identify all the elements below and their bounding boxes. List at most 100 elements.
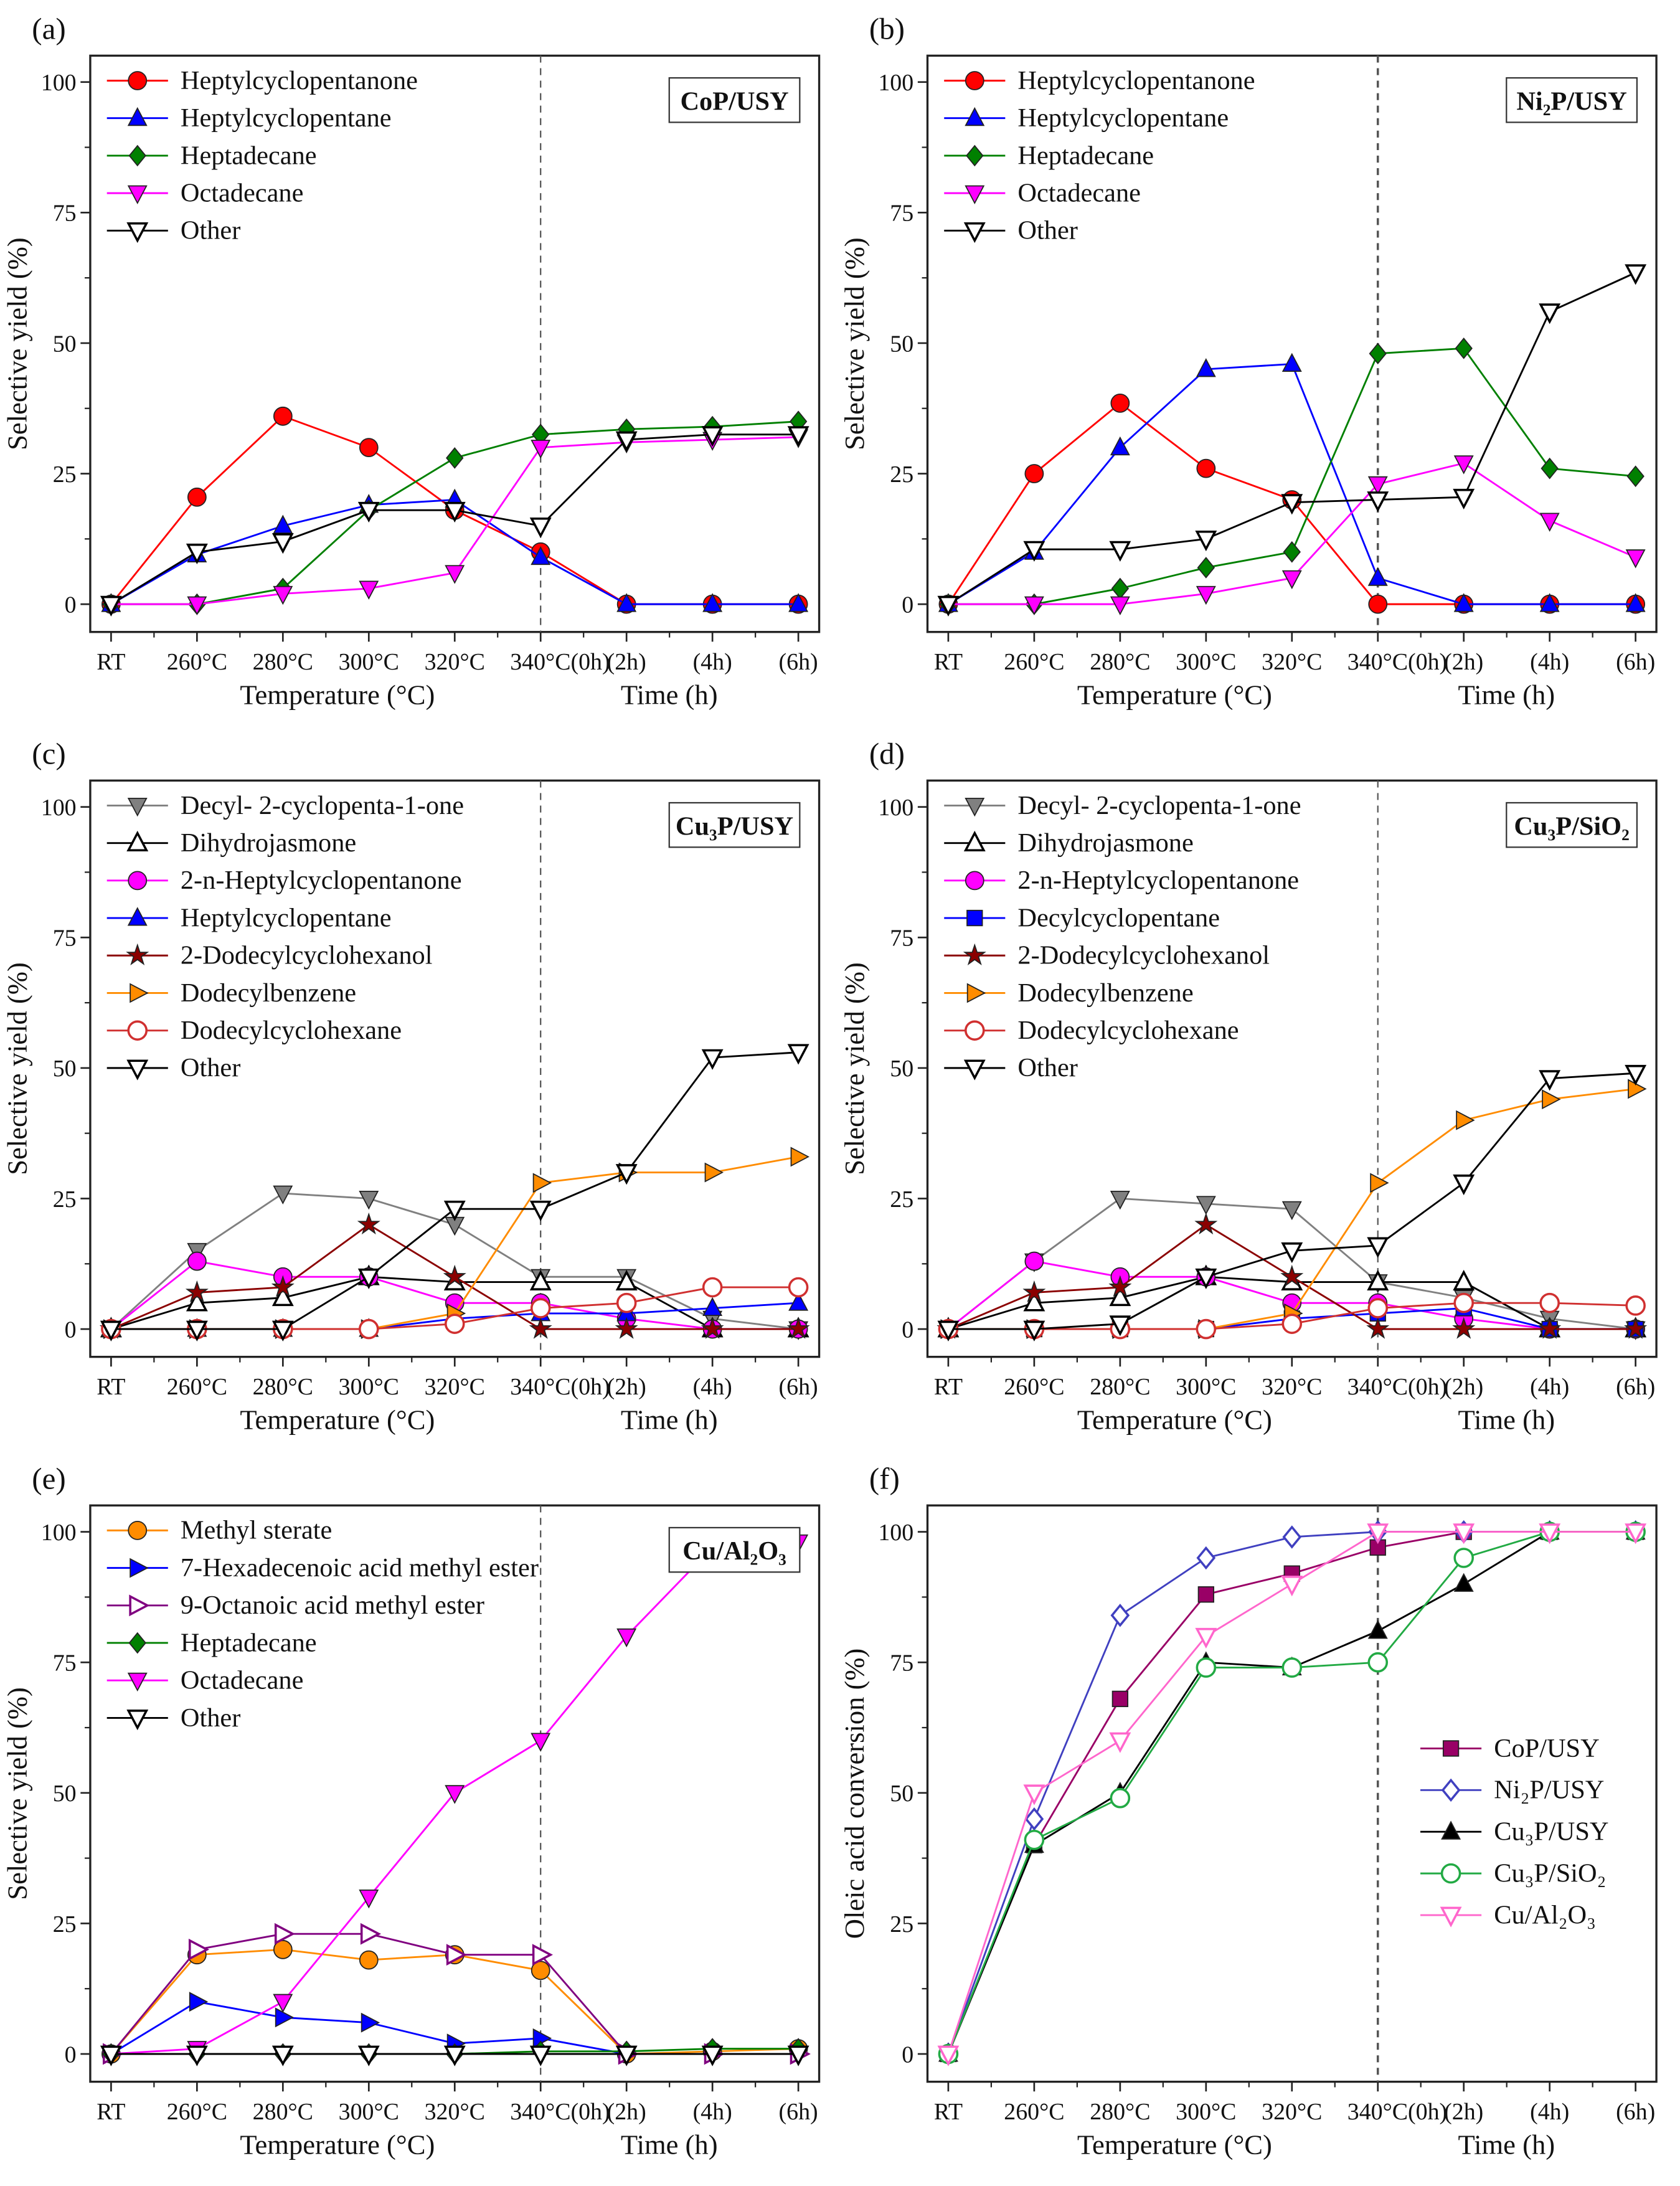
data-point — [357, 1212, 380, 1235]
data-point — [359, 1950, 379, 1970]
data-point — [100, 595, 122, 617]
data-point — [1538, 1317, 1562, 1339]
legend-label: Dodecylbenzene — [181, 978, 356, 1008]
x-tick-label: 280°C — [253, 1374, 313, 1400]
data-point — [615, 1164, 638, 1185]
data-point — [615, 2045, 638, 2066]
legend-marker — [128, 71, 148, 90]
data-point — [273, 514, 293, 534]
panel-f: (f) 0 25 50 75 100 RT 260°C 280°C 300°C 320°C 340°C… — [839, 1461, 1658, 2160]
data-point — [615, 1317, 638, 1339]
data-point — [529, 1200, 552, 1222]
data-point — [1542, 1089, 1561, 1110]
panel-c: (c) 0 25 50 75 100 RT 260°C 280°C 300°C 320°C 340°C… — [1, 737, 821, 1436]
data-point — [100, 2045, 122, 2066]
x-tick-label: (6h) — [779, 2099, 818, 2125]
x-tick-label: (6h) — [1616, 2099, 1655, 2125]
x-axis-label-temperature: Temperature (°C) — [240, 1404, 435, 1436]
data-point — [1456, 1110, 1475, 1130]
legend-label: Cu₃P/SiO₂ — [1494, 1858, 1606, 1888]
legend-marker — [1442, 1740, 1460, 1757]
x-tick-label: 300°C — [1176, 1374, 1236, 1400]
legend-marker — [965, 71, 984, 90]
x-tick-label: 300°C — [339, 1374, 399, 1400]
legend-marker — [127, 797, 148, 817]
legend-label: Heptylcyclopentane — [181, 103, 392, 133]
data-point — [443, 1200, 466, 1222]
data-point — [530, 1298, 551, 1318]
x-tick-label: (2h) — [607, 2099, 646, 2125]
legend-marker — [1441, 1820, 1461, 1840]
data-point — [1453, 488, 1475, 510]
legend-marker — [127, 106, 148, 126]
legend-marker — [963, 222, 986, 244]
series-octadecane — [938, 455, 1646, 615]
legend-label: Other — [1017, 1053, 1077, 1082]
data-point — [1453, 455, 1474, 475]
series-cu-p-sio- — [938, 1521, 1646, 2065]
data-point — [1283, 541, 1301, 563]
y-tick-label: 75 — [53, 925, 77, 952]
data-point — [1023, 1290, 1045, 1312]
legend-marker — [127, 1020, 148, 1041]
y-tick-label: 50 — [53, 331, 77, 357]
data-point — [615, 1269, 638, 1290]
y-axis-label: Oleic acid conversion (%) — [839, 1649, 870, 1939]
series-heptylcyclopentane — [938, 353, 1646, 612]
y-tick-label: 0 — [65, 1317, 77, 1343]
legend-label: Octadecane — [181, 178, 304, 207]
panel-label: (e) — [32, 1461, 65, 1495]
x-tick-label: (2h) — [1444, 1374, 1483, 1400]
data-point — [1453, 1269, 1475, 1290]
data-point — [445, 565, 465, 584]
y-tick-label: 100 — [878, 795, 913, 821]
legend-label: Heptylcyclopentane — [181, 903, 392, 932]
legend-label: Heptylcyclopentane — [1017, 103, 1229, 133]
x-axis-label-time: Time (h) — [1458, 2129, 1555, 2160]
y-tick-label: 25 — [53, 1186, 77, 1213]
data-point — [1196, 1196, 1216, 1215]
x-tick-label: 320°C — [1262, 649, 1322, 675]
data-point — [444, 1313, 465, 1334]
data-point — [1453, 1548, 1474, 1568]
x-tick-label: RT — [97, 2099, 125, 2125]
x-tick-label: 320°C — [425, 1374, 485, 1400]
data-point — [1281, 1576, 1303, 1597]
legend-label: Heptadecane — [181, 141, 317, 170]
legend-label: Decyl- 2-cyclopenta-1-one — [181, 791, 464, 820]
y-tick-label: 0 — [902, 2042, 913, 2068]
data-point — [1024, 1251, 1044, 1271]
panel-label: (f) — [869, 1461, 900, 1495]
data-point — [187, 596, 207, 615]
legend-marker — [127, 185, 148, 204]
data-point — [1197, 557, 1215, 579]
data-point — [446, 447, 464, 469]
legend-label: Decylcyclopentane — [1017, 903, 1220, 932]
data-point — [359, 438, 379, 457]
data-point — [271, 1320, 294, 1341]
legend-label: Heptylcyclopentanone — [181, 66, 418, 95]
data-point — [787, 2045, 809, 2066]
data-point — [790, 1147, 809, 1167]
data-point — [1626, 465, 1645, 488]
y-tick-label: 100 — [41, 795, 77, 821]
legend: CoP/USY Ni₂P/USY Cu₃P/USY Cu₃P/SiO₂ Cu/Al₂O₃ — [1420, 1734, 1608, 1929]
x-tick-label: (4h) — [693, 1374, 732, 1400]
legend-marker — [128, 144, 146, 167]
data-point — [1625, 1523, 1647, 1545]
legend: Decyl- 2-cyclopenta-1-one Dihydrojasmone 2… — [106, 791, 464, 1082]
x-tick-label: RT — [934, 1374, 963, 1400]
data-point — [787, 1044, 809, 1065]
legend-label: 7-Hexadecenoic acid methyl ester — [181, 1553, 539, 1583]
data-point — [1369, 343, 1387, 365]
data-point — [1628, 1079, 1647, 1099]
data-point — [1195, 1627, 1217, 1649]
legend: Decyl- 2-cyclopenta-1-one Dihydrojasmone 2… — [944, 791, 1301, 1082]
y-axis-label: Selective yield (%) — [839, 237, 870, 450]
data-point — [1195, 530, 1217, 552]
series-other — [937, 1064, 1647, 1341]
x-tick-label: 280°C — [253, 649, 313, 675]
data-point — [1110, 436, 1130, 456]
data-point — [443, 2045, 466, 2066]
